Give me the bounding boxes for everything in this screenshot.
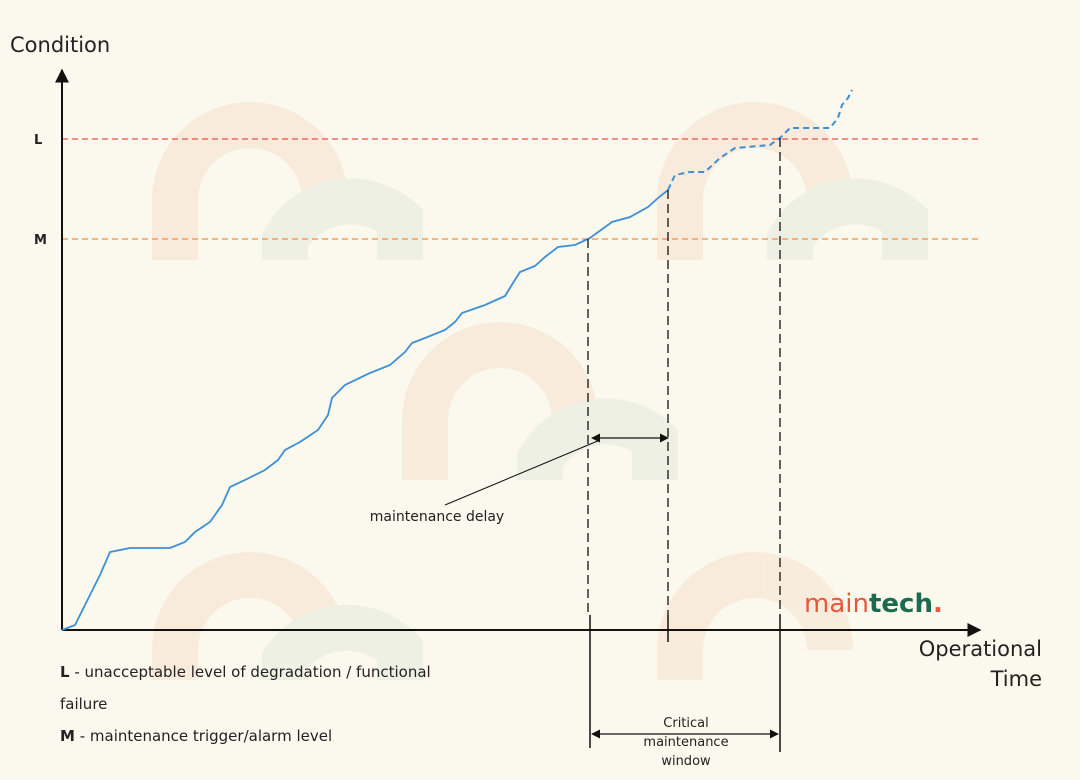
legend-text: - maintenance trigger/alarm level [75, 727, 332, 745]
logo: maintech. [804, 589, 943, 619]
legend-text: failure [60, 695, 107, 713]
window-label: Critical [663, 716, 708, 731]
legend-text: - unacceptable level of degradation / fu… [70, 663, 431, 681]
condition-curve [61, 189, 669, 631]
leader-line [444, 439, 601, 506]
level-m-label: M [34, 233, 47, 248]
y-axis-label: Condition [10, 33, 110, 57]
projected-curve [667, 89, 853, 191]
level-l-label: L [34, 133, 42, 148]
x-axis-label: Operational [919, 637, 1042, 661]
delay-label: maintenance delay [370, 509, 504, 525]
legend-entry: M - maintenance trigger/alarm level [60, 727, 332, 745]
window-label: maintenance [643, 735, 728, 750]
x-axis-label: Time [990, 667, 1042, 691]
legend-key: L [60, 663, 70, 681]
window-ticks [589, 615, 781, 752]
window-label: window [661, 754, 711, 769]
legend-key: M [60, 727, 75, 745]
logo-part: main [804, 589, 869, 619]
logo-part: . [933, 589, 943, 619]
watermark [152, 102, 928, 680]
vertical-markers [587, 138, 781, 615]
logo-part: tech [869, 589, 933, 619]
legend-entry: L - unacceptable level of degradation / … [60, 663, 431, 681]
